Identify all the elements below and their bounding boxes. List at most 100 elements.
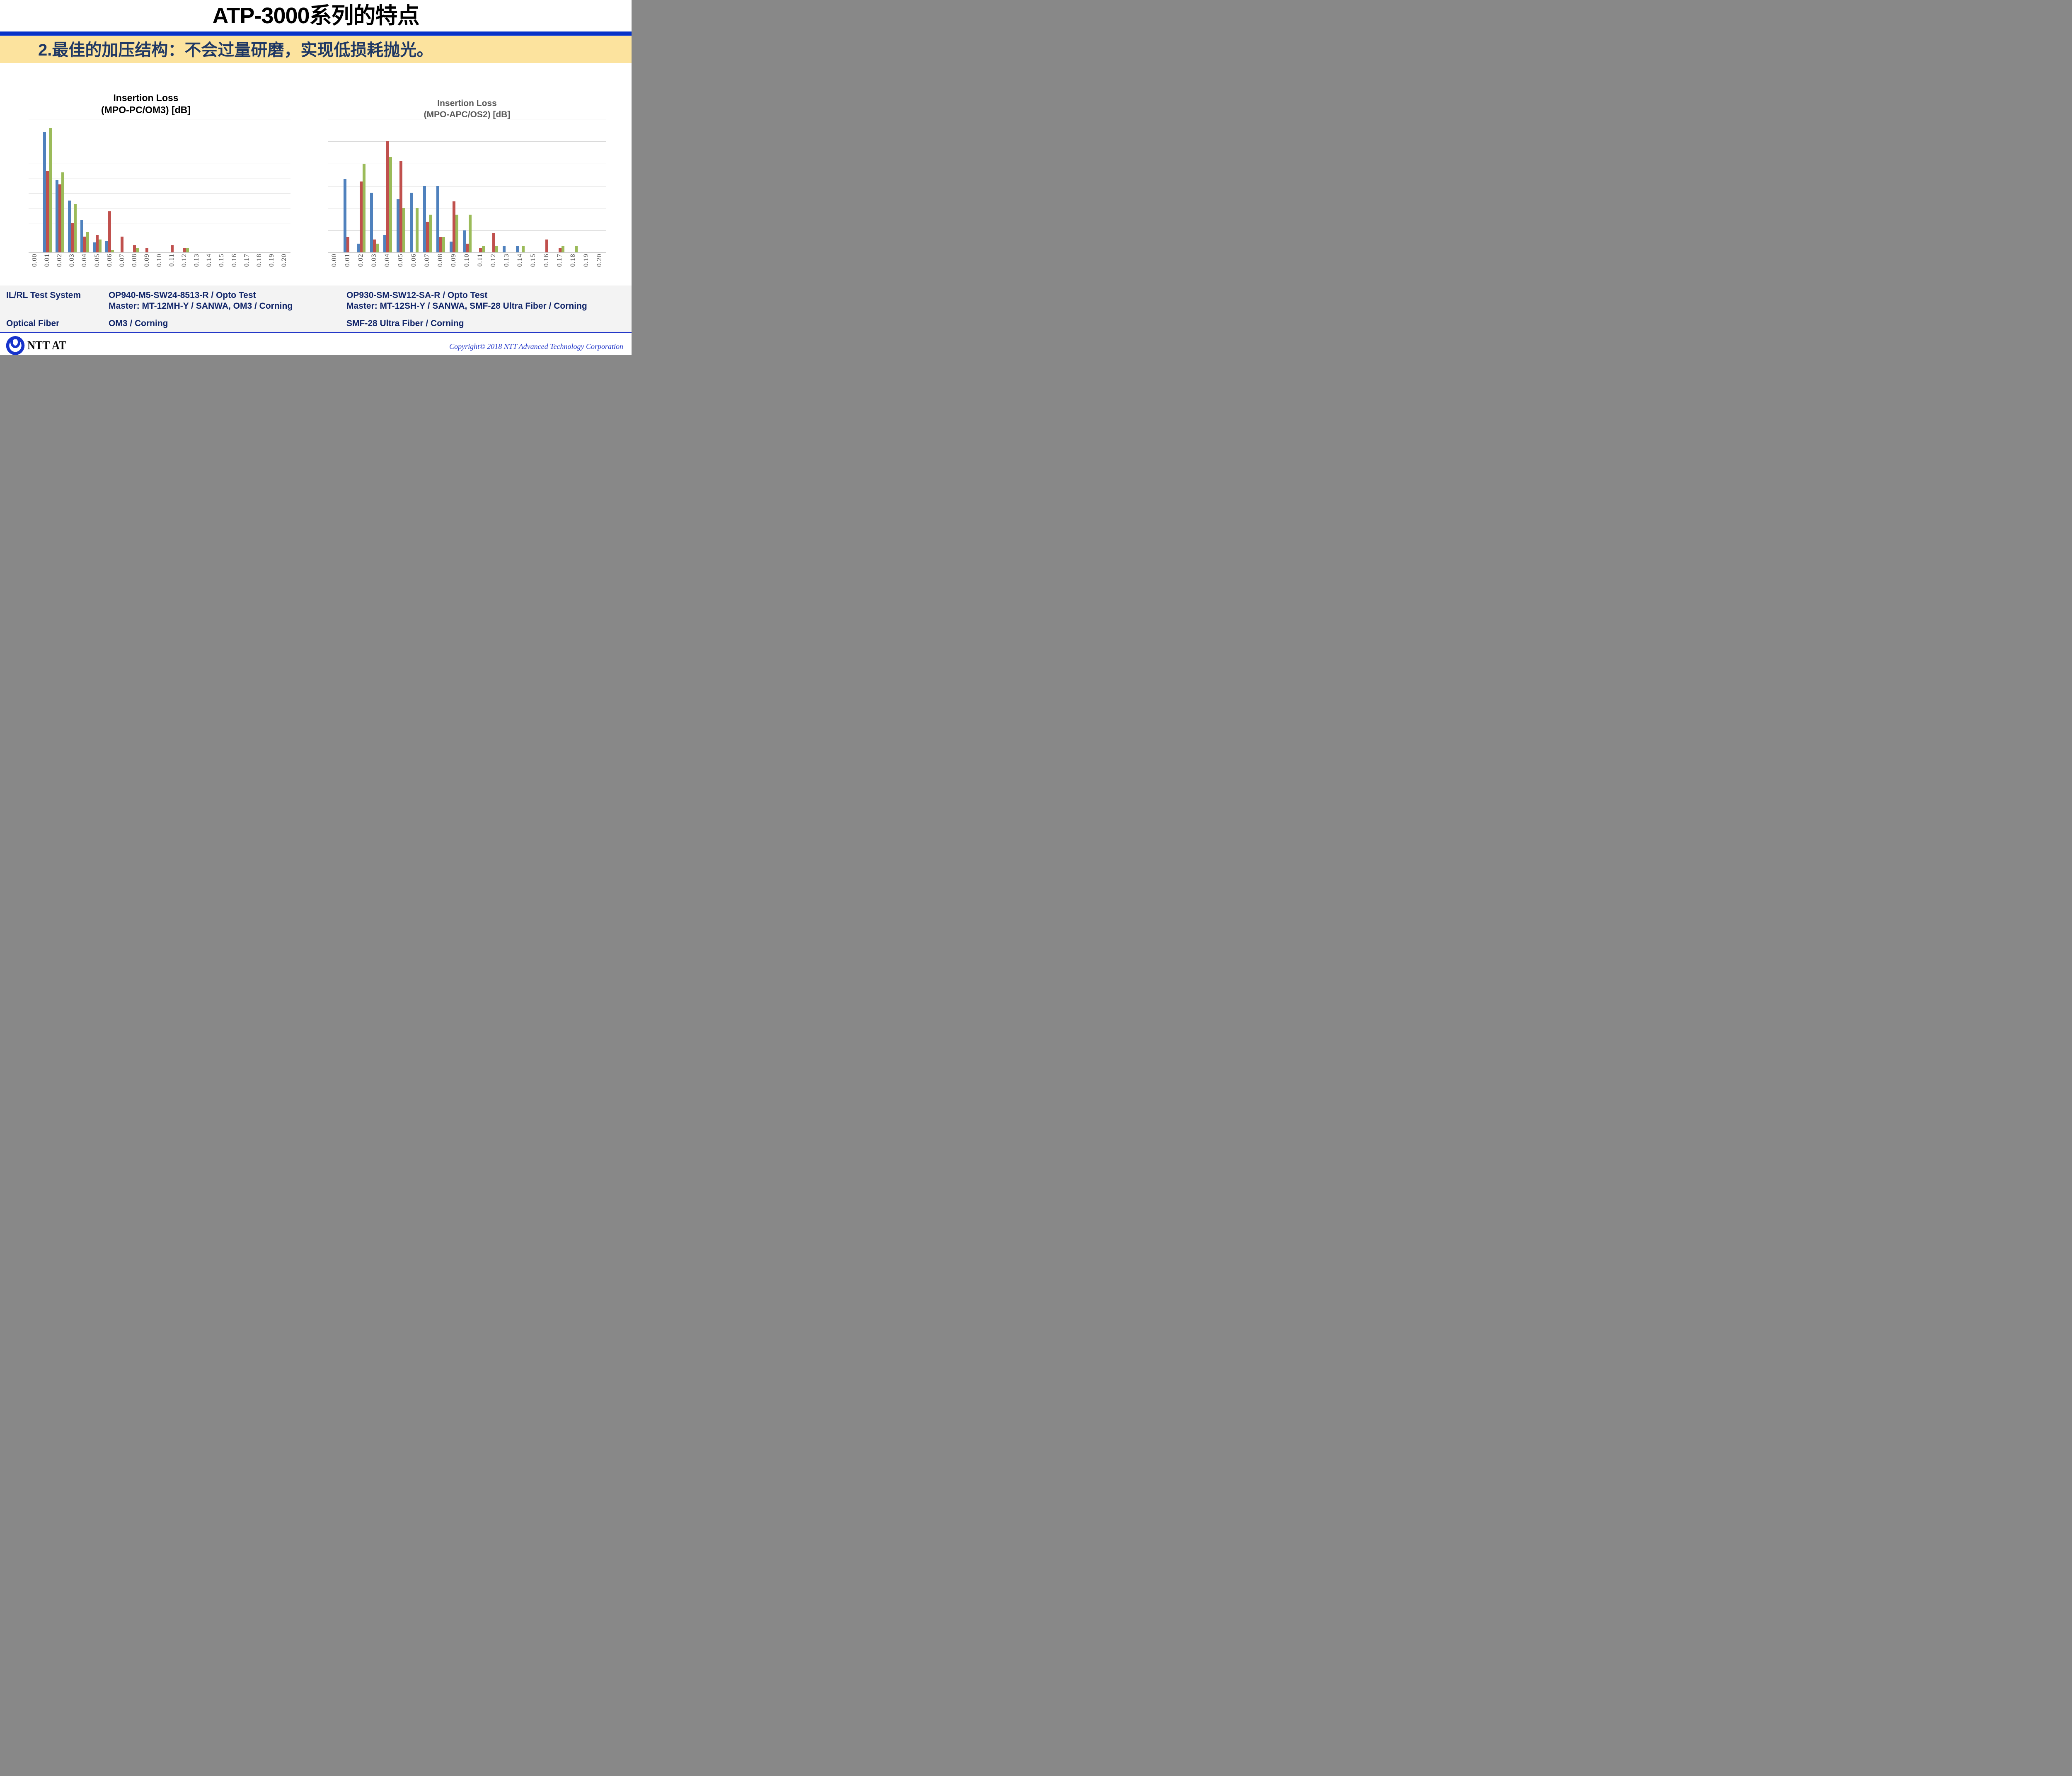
x-tick-label: 0.08 [131, 254, 138, 267]
x-tick-0.00: 0.00 [328, 254, 341, 280]
x-tick-label: 0.04 [384, 254, 391, 267]
x-tick-label: 0.16 [230, 254, 238, 267]
category-0.01 [341, 119, 354, 253]
series-green-bar-0.14 [521, 246, 525, 253]
category-0.04 [381, 119, 394, 253]
table-row3-left: OM3 / Corning [109, 319, 168, 328]
x-tick-label: 0.15 [218, 254, 225, 267]
x-tick-label: 0.19 [583, 254, 590, 267]
category-0.07 [116, 119, 128, 253]
series-red-bar-0.03 [373, 239, 376, 253]
x-tick-0.02: 0.02 [354, 254, 368, 280]
series-green-bar-0.10 [468, 215, 472, 253]
category-0.11 [166, 119, 178, 253]
x-tick-label: 0.10 [155, 254, 163, 267]
series-blue-bar-0.14 [516, 246, 519, 253]
chart-title-line2: (MPO-PC/OM3) [dB] [101, 104, 191, 115]
gridline [29, 193, 290, 194]
x-axis-line [328, 252, 606, 253]
category-0.09 [447, 119, 460, 253]
series-green-bar-0.07 [428, 215, 432, 253]
category-0.15 [527, 119, 540, 253]
x-tick-0.02: 0.02 [53, 254, 66, 280]
series-red-bar-0.16 [545, 239, 548, 253]
series-green-bar-0.12 [186, 248, 189, 253]
x-tick-label: 0.13 [193, 254, 201, 267]
series-blue-bar-0.03 [68, 201, 71, 253]
x-tick-label: 0.02 [357, 254, 364, 267]
category-0.10 [153, 119, 166, 253]
category-0.11 [474, 119, 487, 253]
x-tick-0.11: 0.11 [474, 254, 487, 280]
series-blue-bar-0.10 [462, 230, 466, 253]
x-tick-label: 0.08 [437, 254, 444, 267]
x-tick-label: 0.01 [44, 254, 51, 267]
x-tick-0.08: 0.08 [128, 254, 141, 280]
x-tick-label: 0.03 [370, 254, 378, 267]
x-tick-label: 0.18 [569, 254, 576, 267]
category-0.08 [128, 119, 141, 253]
category-0.19 [580, 119, 593, 253]
x-tick-0.10: 0.10 [460, 254, 474, 280]
x-tick-label: 0.02 [56, 254, 63, 267]
x-tick-0.14: 0.14 [203, 254, 215, 280]
category-0.12 [178, 119, 191, 253]
x-axis-labels: 0.00 0.01 0.02 0.03 0.04 0.05 0.06 0.07 0.08 0.09… [29, 254, 290, 280]
category-0.02 [53, 119, 66, 253]
x-tick-label: 0.01 [344, 254, 351, 267]
ntt-dynamic-loop-icon [6, 336, 25, 355]
x-tick-label: 0.04 [81, 254, 88, 267]
gridline [328, 141, 606, 142]
series-green-bar-0.06 [111, 249, 114, 253]
title-rule-divider [0, 31, 632, 36]
x-tick-0.03: 0.03 [368, 254, 381, 280]
series-blue-bar-0.06 [105, 241, 109, 253]
series-red-bar-0.10 [465, 244, 469, 253]
series-red-bar-0.07 [121, 236, 124, 253]
series-red-bar-0.12 [492, 232, 495, 253]
x-tick-0.12: 0.12 [178, 254, 191, 280]
x-tick-0.13: 0.13 [191, 254, 203, 280]
table-row2-right: Master: MT-12SH-Y / SANWA, SMF-28 Ultra … [346, 301, 587, 311]
x-tick-0.19: 0.19 [266, 254, 278, 280]
x-tick-0.06: 0.06 [104, 254, 116, 280]
series-blue-bar-0.04 [80, 220, 83, 253]
series-green-bar-0.08 [136, 248, 139, 253]
category-0.14 [513, 119, 527, 253]
x-tick-label: 0.10 [463, 254, 470, 267]
table-row1-label: IL/RL Test System [6, 290, 81, 300]
x-tick-label: 0.06 [410, 254, 417, 267]
series-blue-bar-0.08 [436, 186, 439, 253]
category-0.07 [421, 119, 434, 253]
x-tick-label: 0.05 [397, 254, 404, 267]
series-green-bar-0.06 [415, 208, 419, 253]
x-tick-0.09: 0.09 [141, 254, 153, 280]
series-red-bar-0.02 [58, 184, 61, 253]
x-tick-0.13: 0.13 [500, 254, 513, 280]
x-tick-0.01: 0.01 [341, 254, 354, 280]
chart-plot-area [29, 119, 290, 253]
category-0.18 [253, 119, 266, 253]
x-tick-label: 0.09 [143, 254, 150, 267]
x-tick-label: 0.18 [255, 254, 263, 267]
series-red-bar-0.12 [183, 248, 186, 253]
series-red-bar-0.07 [426, 221, 429, 253]
x-tick-label: 0.05 [93, 254, 101, 267]
x-tick-0.10: 0.10 [153, 254, 166, 280]
category-0.19 [266, 119, 278, 253]
series-blue-bar-0.06 [409, 192, 413, 253]
series-red-bar-0.08 [133, 245, 136, 253]
category-0.16 [228, 119, 241, 253]
x-tick-0.11: 0.11 [166, 254, 178, 280]
series-green-bar-0.04 [86, 232, 89, 253]
series-red-bar-0.03 [70, 223, 74, 253]
x-tick-0.20: 0.20 [278, 254, 290, 280]
table-row3-label: Optical Fiber [6, 319, 60, 328]
series-red-bar-0.11 [170, 245, 174, 253]
x-tick-label: 0.12 [490, 254, 497, 267]
series-red-bar-0.17 [558, 248, 562, 253]
series-blue-bar-0.05 [396, 199, 399, 253]
chart-title: Insertion Loss (MPO-PC/OM3) [dB] [15, 92, 277, 116]
x-tick-label: 0.03 [68, 254, 76, 267]
ntt-at-logotype: NTT AT [27, 339, 66, 352]
